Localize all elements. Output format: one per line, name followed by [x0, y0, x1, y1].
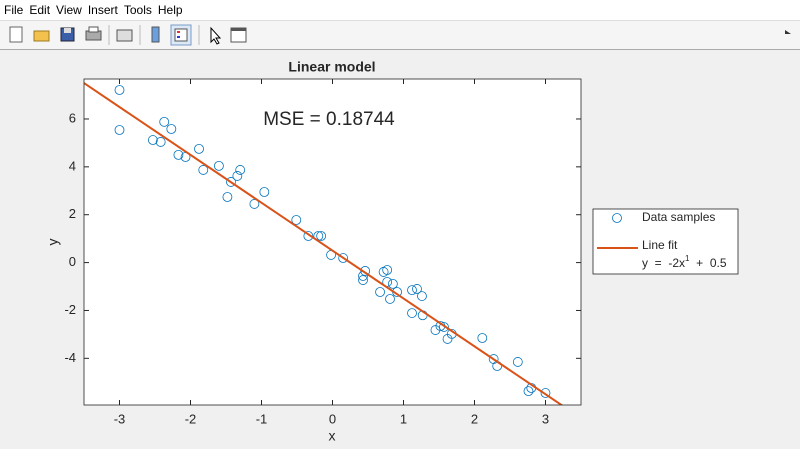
menu-item[interactable]: Edit	[29, 3, 51, 17]
x-tick-label: -1	[256, 411, 268, 426]
data-point	[114, 85, 125, 95]
data-point	[488, 354, 499, 364]
toolbar	[0, 20, 800, 50]
menu-item[interactable]: View	[56, 3, 82, 17]
data-point	[512, 357, 523, 367]
print-button[interactable]	[85, 26, 102, 41]
data-point	[249, 199, 260, 209]
menu-bar: File Edit View Insert Tools Help	[0, 0, 800, 20]
equation-part: y = -2x	[642, 256, 685, 270]
data-point	[387, 278, 398, 289]
plot-content	[84, 82, 564, 405]
data-point	[194, 143, 204, 154]
y-tick-label: -2	[64, 302, 76, 317]
y-axis-label: y	[45, 239, 61, 246]
annotation: MSE = 0.18744	[263, 109, 395, 130]
data-point	[439, 322, 449, 332]
data-point	[358, 275, 368, 285]
equation-part: 1	[685, 254, 690, 263]
legend-button[interactable]	[170, 24, 192, 46]
equation-part: + 0.5	[689, 256, 726, 270]
data-point	[226, 177, 236, 187]
plot-area	[84, 79, 581, 405]
data-point	[316, 231, 327, 241]
data-point	[198, 165, 209, 175]
pointer-button[interactable]	[210, 26, 222, 45]
data-point	[430, 325, 441, 335]
axes-box	[83, 78, 582, 406]
fit-line	[84, 82, 564, 405]
data-point	[540, 388, 551, 398]
y-tick-label: -4	[64, 350, 76, 365]
data-point	[412, 284, 422, 294]
data-point	[166, 124, 177, 134]
data-point	[147, 135, 158, 145]
save-button[interactable]	[60, 27, 75, 42]
data-point	[155, 137, 166, 147]
link-button[interactable]	[116, 29, 133, 42]
data-point	[375, 287, 385, 297]
data-point	[407, 285, 417, 296]
y-tick-label: 2	[69, 206, 76, 221]
y-tick-label: 6	[69, 110, 76, 125]
data-point	[407, 308, 417, 318]
menu-item[interactable]: Tools	[123, 3, 152, 17]
menu-item[interactable]: Help	[157, 3, 183, 17]
x-tick-label: 2	[471, 411, 478, 426]
open-button[interactable]	[33, 30, 50, 42]
data-point	[173, 149, 184, 160]
legend-equation: y = -2x1 + 0.5	[642, 254, 727, 270]
x-tick-label: -3	[114, 411, 126, 426]
data-point	[114, 125, 125, 135]
x-tick-label: 0	[329, 411, 336, 426]
data-point	[159, 116, 170, 127]
legend-label: Line fit	[642, 238, 678, 252]
data-point	[417, 291, 427, 301]
menu-item[interactable]: Insert	[87, 3, 118, 17]
data-point	[385, 294, 395, 304]
data-point	[259, 187, 270, 197]
y-tick-label: 0	[69, 254, 76, 269]
new-button[interactable]	[9, 26, 23, 43]
data-point	[303, 231, 314, 241]
data-point	[232, 171, 243, 181]
legend-box	[592, 208, 739, 275]
dock-arrow[interactable]	[785, 30, 791, 34]
menu-item[interactable]: File	[4, 3, 24, 17]
data-point	[477, 333, 488, 343]
x-tick-label: 3	[542, 411, 549, 426]
data-point	[360, 266, 371, 276]
y-tick-label: 4	[69, 158, 76, 173]
colorbar-button[interactable]	[151, 26, 160, 43]
chart-title: Linear model	[288, 59, 375, 75]
legend-marker	[612, 213, 622, 223]
data-point	[382, 265, 393, 275]
data-point	[235, 165, 246, 175]
legend-label: Data samples	[642, 210, 715, 224]
data-point	[523, 386, 534, 397]
x-axis-label: x	[329, 428, 336, 444]
data-point	[338, 253, 349, 263]
data-point	[291, 215, 302, 225]
x-tick-label: -2	[185, 411, 197, 426]
property-editor-button[interactable]	[230, 27, 247, 43]
x-tick-label: 1	[400, 411, 407, 426]
data-point	[213, 160, 224, 171]
data-point	[222, 192, 233, 202]
